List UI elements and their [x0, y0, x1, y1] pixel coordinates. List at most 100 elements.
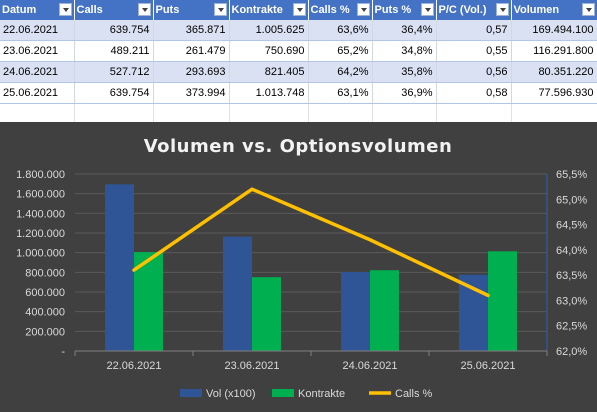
table-cell[interactable]: 36,9% — [372, 82, 437, 104]
table-cell[interactable]: 22.06.2021 — [0, 20, 75, 41]
left-tick-label: 1.400.000 — [16, 208, 65, 220]
header-label: Datum — [2, 4, 37, 16]
table-cell[interactable]: 65,2% — [308, 40, 373, 62]
left-tick-label: 600.000 — [25, 287, 65, 299]
column-header[interactable]: Volumen — [511, 0, 597, 20]
series-line — [132, 187, 490, 298]
filter-dropdown-icon[interactable] — [292, 3, 306, 16]
filter-dropdown-icon[interactable] — [213, 3, 227, 16]
bar — [223, 236, 252, 351]
table-cell[interactable]: 365.871 — [153, 20, 230, 41]
filter-dropdown-icon[interactable] — [137, 3, 151, 16]
spreadsheet: Datum Calls Puts Kontrakte Calls % Puts … — [0, 0, 597, 125]
chart-canvas: Volumen vs. Optionsvolumen - 200.000 400.0… — [16, 136, 587, 400]
table-cell[interactable]: 639.754 — [74, 20, 154, 41]
x-tick-label: 22.06.2021 — [106, 360, 161, 372]
table-cell[interactable]: 1.013.748 — [229, 82, 309, 104]
table-row: 23.06.2021 489.211 261.479 750.690 65,2%… — [0, 40, 597, 62]
bar — [459, 274, 488, 351]
left-tick-label: 400.000 — [25, 307, 65, 319]
table-cell[interactable]: 0,58 — [436, 82, 512, 104]
chart-area[interactable]: Volumen vs. Optionsvolumen - 200.000 400.0… — [0, 122, 597, 412]
filter-dropdown-icon[interactable] — [495, 3, 509, 16]
bar — [370, 270, 399, 351]
table-cell[interactable]: 0,56 — [436, 61, 512, 83]
chart-title: Volumen vs. Optionsvolumen — [144, 136, 453, 157]
table-cell[interactable]: 1.005.625 — [229, 20, 309, 41]
table-cell[interactable]: 116.291.800 — [511, 40, 597, 62]
left-tick-label: 800.000 — [25, 267, 65, 279]
column-header[interactable]: Puts % — [372, 0, 437, 20]
column-header[interactable]: Puts — [153, 0, 230, 20]
left-axis: - 200.000 400.000 600.000 800.000 1.000.000 1.… — [16, 169, 65, 358]
table-cell[interactable]: 527.712 — [74, 61, 154, 83]
table-cell[interactable]: 373.994 — [153, 82, 230, 104]
line-point — [368, 238, 372, 242]
column-header[interactable]: P/C (Vol.) — [436, 0, 512, 20]
bar — [341, 271, 370, 351]
legend-swatch — [180, 389, 202, 397]
right-tick-label: 63,0% — [556, 295, 587, 307]
legend-swatch — [272, 389, 294, 397]
table-cell[interactable]: 24.06.2021 — [0, 61, 75, 83]
table-cell[interactable]: 293.693 — [153, 61, 230, 83]
column-header[interactable]: Calls % — [308, 0, 373, 20]
table-cell[interactable]: 0,57 — [436, 20, 512, 41]
table-cell[interactable]: 77.596.930 — [511, 82, 597, 104]
legend: Vol (x100) Kontrakte Calls % — [180, 388, 433, 400]
bar — [105, 184, 134, 351]
right-tick-label: 65,0% — [556, 194, 587, 206]
table-cell[interactable]: 0,55 — [436, 40, 512, 62]
header-label: Puts — [155, 4, 180, 16]
table-cell[interactable]: 25.06.2021 — [0, 82, 75, 104]
header-label: Puts % — [374, 4, 412, 16]
right-tick-label: 62,5% — [556, 321, 587, 333]
x-tick-label: 25.06.2021 — [460, 360, 515, 372]
table-row: 24.06.2021 527.712 293.693 821.405 64,2%… — [0, 61, 597, 83]
header-label: Calls % — [310, 4, 350, 16]
line-point — [250, 187, 254, 191]
bar — [252, 277, 281, 351]
table-row: 22.06.2021 639.754 365.871 1.005.625 63,… — [0, 20, 597, 41]
x-tick-label: 23.06.2021 — [224, 360, 279, 372]
column-header[interactable]: Calls — [74, 0, 154, 20]
bar — [488, 251, 517, 351]
table-cell[interactable]: 489.211 — [74, 40, 154, 62]
right-tick-label: 65,5% — [556, 169, 587, 181]
table-cell[interactable]: 35,8% — [372, 61, 437, 83]
table-cell[interactable]: 63,6% — [308, 20, 373, 41]
left-tick-label: - — [61, 346, 65, 358]
empty-cell[interactable] — [229, 103, 309, 125]
table-cell[interactable]: 821.405 — [229, 61, 309, 83]
line-point — [486, 293, 490, 297]
column-header[interactable]: Datum — [0, 0, 75, 20]
table-cell[interactable]: 63,1% — [308, 82, 373, 104]
table-cell[interactable]: 36,4% — [372, 20, 437, 41]
right-tick-label: 63,5% — [556, 270, 587, 282]
table-cell[interactable]: 23.06.2021 — [0, 40, 75, 62]
table-row: 25.06.2021 639.754 373.994 1.013.748 63,… — [0, 82, 597, 104]
filter-dropdown-icon[interactable] — [420, 3, 434, 16]
table-cell[interactable]: 34,8% — [372, 40, 437, 62]
header-label: P/C (Vol.) — [438, 4, 487, 16]
header-row: Datum Calls Puts Kontrakte Calls % Puts … — [0, 0, 597, 20]
table-cell[interactable]: 261.479 — [153, 40, 230, 62]
filter-dropdown-icon[interactable] — [58, 3, 72, 16]
line-point — [132, 268, 136, 272]
left-tick-label: 1.000.000 — [16, 248, 65, 260]
empty-cell[interactable] — [372, 103, 437, 125]
data-table: Datum Calls Puts Kontrakte Calls % Puts … — [0, 0, 597, 125]
table-cell[interactable]: 750.690 — [229, 40, 309, 62]
legend-label: Vol (x100) — [206, 388, 256, 400]
filter-dropdown-icon[interactable] — [581, 3, 595, 16]
right-axis: 62,0% 62,5% 63,0% 63,5% 64,0% 64,5% 65,0% 65,5% — [546, 169, 587, 358]
table-cell[interactable]: 64,2% — [308, 61, 373, 83]
table-cell[interactable]: 169.494.100 — [511, 20, 597, 41]
column-header[interactable]: Kontrakte — [229, 0, 309, 20]
legend-label: Kontrakte — [298, 388, 345, 400]
right-tick-label: 64,0% — [556, 245, 587, 257]
table-cell[interactable]: 639.754 — [74, 82, 154, 104]
right-tick-label: 62,0% — [556, 346, 587, 358]
table-cell[interactable]: 80.351.220 — [511, 61, 597, 83]
filter-dropdown-icon[interactable] — [356, 3, 370, 16]
